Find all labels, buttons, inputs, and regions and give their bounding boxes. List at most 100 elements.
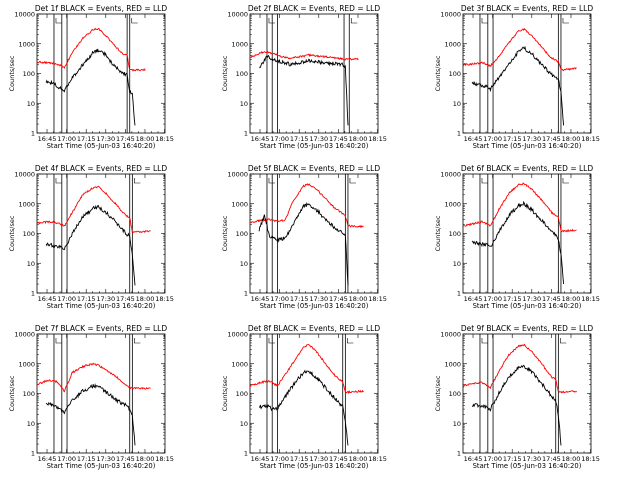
y-axis-label: Counts/sec [8, 215, 16, 251]
series-lld-red [462, 343, 577, 394]
y-tick-label: 1000 [444, 360, 461, 368]
x-tick-label: 18:00 [349, 295, 368, 303]
y-tick-label: 1 [244, 450, 248, 458]
y-tick-label: 1 [31, 290, 35, 298]
x-tick-label: 18:00 [349, 135, 368, 143]
x-tick-label: 18:15 [368, 295, 387, 303]
gap-bracket-mark [134, 338, 141, 344]
x-tick-label: 18:15 [581, 135, 600, 143]
gap-bracket-mark [562, 178, 569, 184]
detector-panel-8: Det 8f BLACK = Events, RED = LLD 1 10 100 10… [221, 324, 387, 470]
gap-bracket-mark [481, 178, 488, 184]
y-tick-label: 1 [31, 130, 35, 138]
x-axis-label: Start Time (05-Jun-03 16:40:20) [260, 462, 369, 470]
y-tick-label: 1000 [444, 200, 461, 208]
panel-title: Det 8f BLACK = Events, RED = LLD [248, 324, 381, 333]
x-tick-label: 17:15 [290, 135, 309, 143]
y-tick-label: 100 [449, 390, 461, 398]
x-axis-label: Start Time (05-Jun-03 16:40:20) [47, 142, 156, 150]
plot-frame [249, 333, 379, 454]
x-tick-label: 17:15 [77, 295, 96, 303]
gap-bracket-mark [349, 178, 356, 184]
x-axis-label: Start Time (05-Jun-03 16:40:20) [473, 462, 582, 470]
y-axis-label: Counts/sec [221, 375, 229, 411]
panel-title: Det 9f BLACK = Events, RED = LLD [461, 324, 594, 333]
series-events-black [471, 45, 565, 126]
x-tick-label: 17:30 [309, 135, 328, 143]
y-tick-label: 10 [240, 100, 248, 108]
gap-bracket-mark [131, 18, 138, 24]
series-events-black [45, 204, 136, 286]
x-tick-label: 16:45 [251, 455, 270, 463]
series-lld-red [36, 27, 146, 72]
x-tick-label: 17:45 [116, 135, 135, 143]
y-tick-label: 10 [453, 260, 461, 268]
y-tick-label: 100 [23, 70, 35, 78]
gap-bracket-mark [55, 338, 62, 344]
x-tick-label: 17:15 [503, 135, 522, 143]
detector-panel-4: Det 4f BLACK = Events, RED = LLD 1 10 100 10… [8, 164, 174, 310]
x-tick-label: 16:45 [464, 295, 483, 303]
detector-panel-9: Det 9f BLACK = Events, RED = LLD 1 10 100 10… [434, 324, 600, 470]
plot-frame [462, 333, 592, 454]
x-tick-label: 17:45 [542, 295, 561, 303]
x-tick-label: 18:15 [368, 135, 387, 143]
panel-title: Det 3f BLACK = Events, RED = LLD [461, 4, 594, 13]
plot-frame [36, 333, 166, 454]
x-tick-label: 17:30 [96, 455, 115, 463]
y-tick-label: 10000 [14, 331, 35, 339]
plot-frame [249, 13, 379, 134]
y-tick-label: 1 [457, 130, 461, 138]
y-tick-label: 10 [27, 100, 35, 108]
y-axis-label: Counts/sec [434, 375, 442, 411]
gap-bracket-mark [268, 178, 275, 184]
y-axis-label: Counts/sec [434, 55, 442, 91]
detector-panel-1: Det 1f BLACK = Events, RED = LLD 1 10 100 10… [8, 4, 174, 150]
gap-bracket-mark [268, 18, 275, 24]
series-lld-red [462, 27, 577, 72]
x-tick-label: 16:45 [464, 455, 483, 463]
x-tick-label: 17:00 [57, 135, 76, 143]
gap-bracket-mark [350, 18, 358, 24]
x-tick-label: 17:30 [522, 295, 541, 303]
y-tick-label: 100 [236, 230, 248, 238]
y-tick-label: 1000 [231, 40, 248, 48]
y-tick-label: 10 [453, 100, 461, 108]
panel-title: Det 6f BLACK = Events, RED = LLD [461, 164, 594, 173]
y-tick-label: 1 [244, 290, 248, 298]
y-tick-label: 10 [240, 260, 248, 268]
gap-bracket-mark [55, 178, 62, 184]
detector-panel-5: Det 5f BLACK = Events, RED = LLD 1 10 100 10… [221, 164, 387, 310]
y-tick-label: 1000 [18, 200, 35, 208]
x-axis-label: Start Time (05-Jun-03 16:40:20) [473, 302, 582, 310]
y-axis-label: Counts/sec [8, 55, 16, 91]
x-tick-label: 17:45 [116, 295, 135, 303]
gap-bracket-mark [55, 18, 62, 24]
series-events-black [258, 54, 349, 126]
x-tick-label: 17:00 [270, 295, 289, 303]
y-tick-label: 1000 [231, 360, 248, 368]
x-tick-label: 17:15 [503, 295, 522, 303]
x-tick-label: 18:15 [155, 135, 174, 143]
x-tick-label: 17:00 [483, 295, 502, 303]
y-tick-label: 1000 [18, 360, 35, 368]
x-tick-label: 18:00 [349, 455, 368, 463]
x-tick-label: 18:00 [136, 295, 155, 303]
x-tick-label: 17:15 [290, 295, 309, 303]
panel-title: Det 2f BLACK = Events, RED = LLD [248, 4, 381, 13]
detector-panel-6: Det 6f BLACK = Events, RED = LLD 1 10 100 10… [434, 164, 600, 310]
x-tick-label: 17:00 [57, 455, 76, 463]
y-tick-label: 1 [457, 450, 461, 458]
x-tick-label: 18:15 [581, 455, 600, 463]
x-tick-label: 18:15 [155, 295, 174, 303]
gap-bracket-mark [560, 338, 567, 344]
series-lld-red [249, 50, 359, 61]
x-tick-label: 17:45 [329, 295, 348, 303]
y-tick-label: 100 [236, 390, 248, 398]
y-tick-label: 10000 [440, 171, 461, 179]
y-tick-label: 100 [449, 70, 461, 78]
plot-frame [462, 173, 592, 294]
y-tick-label: 1 [31, 450, 35, 458]
y-tick-label: 1 [457, 290, 461, 298]
y-tick-label: 1000 [18, 40, 35, 48]
